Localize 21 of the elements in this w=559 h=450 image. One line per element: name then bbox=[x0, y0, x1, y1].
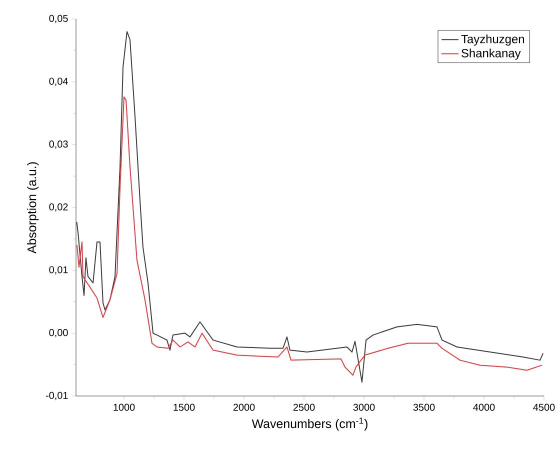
y-tick-label: 0,00 bbox=[49, 329, 68, 338]
x-tick-label: 4500 bbox=[533, 404, 555, 411]
x-tick-label: 2500 bbox=[293, 404, 315, 411]
line-series bbox=[76, 31, 544, 383]
line-series bbox=[76, 96, 542, 376]
x-tick-label: 3000 bbox=[353, 404, 375, 411]
y-tick-label: 0,02 bbox=[49, 203, 68, 212]
y-tick-label: 0,01 bbox=[49, 266, 68, 274]
x-tick-label: 4000 bbox=[473, 404, 495, 411]
y-axis-title: Absorption (a.u.) bbox=[27, 162, 39, 254]
y-tick-label: 0,03 bbox=[49, 140, 68, 149]
x-tick-label: 1500 bbox=[174, 404, 195, 411]
y-tick-label: 0,05 bbox=[49, 14, 68, 24]
legend-label: Tayzhuzgen bbox=[461, 34, 524, 46]
x-tick-label: 2000 bbox=[233, 404, 255, 411]
legend-label: Shankanay bbox=[462, 48, 521, 60]
y-tick-label: 0,04 bbox=[49, 78, 68, 86]
x-tick-label: 1000 bbox=[114, 404, 135, 411]
x-tick-label: 3500 bbox=[413, 404, 435, 411]
x-axis-title: Wavenumbers (cm$^{-1}$) bbox=[252, 418, 368, 431]
y-tick-label: -0,01 bbox=[46, 392, 68, 400]
